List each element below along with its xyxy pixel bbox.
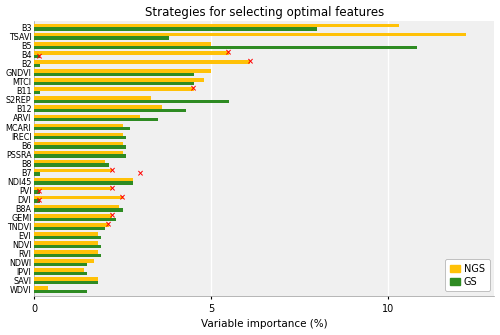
Bar bbox=[34, 190, 40, 194]
Bar bbox=[34, 214, 112, 217]
Bar bbox=[34, 145, 126, 148]
Bar bbox=[34, 106, 162, 109]
Bar bbox=[34, 223, 108, 226]
Bar bbox=[34, 118, 158, 121]
Text: ×: × bbox=[246, 57, 254, 66]
Text: ×: × bbox=[108, 211, 116, 220]
Text: ×: × bbox=[36, 52, 43, 61]
Text: ×: × bbox=[190, 84, 197, 93]
Bar bbox=[34, 46, 416, 49]
Bar bbox=[34, 136, 126, 139]
Bar bbox=[34, 69, 211, 73]
Bar bbox=[34, 277, 98, 281]
Bar bbox=[34, 205, 119, 208]
Bar bbox=[34, 286, 48, 290]
Bar bbox=[34, 60, 250, 64]
Bar bbox=[34, 37, 168, 40]
Bar bbox=[34, 163, 108, 166]
Bar bbox=[34, 196, 122, 199]
Text: ×: × bbox=[105, 220, 112, 229]
Bar bbox=[34, 24, 399, 27]
Bar bbox=[34, 142, 122, 145]
Bar bbox=[34, 78, 204, 82]
Bar bbox=[34, 245, 102, 248]
Bar bbox=[34, 51, 229, 55]
Bar bbox=[34, 172, 40, 176]
Bar bbox=[34, 27, 318, 31]
Bar bbox=[34, 160, 105, 163]
Bar bbox=[34, 115, 140, 118]
Bar bbox=[34, 181, 134, 185]
Bar bbox=[34, 259, 94, 263]
Bar bbox=[34, 127, 130, 130]
Bar bbox=[34, 42, 211, 46]
Bar bbox=[34, 263, 88, 266]
Bar bbox=[34, 55, 40, 58]
Text: ×: × bbox=[137, 170, 144, 179]
Bar bbox=[34, 96, 151, 100]
Bar bbox=[34, 268, 84, 272]
Title: Strategies for selecting optimal features: Strategies for selecting optimal feature… bbox=[144, 6, 384, 18]
Bar bbox=[34, 154, 126, 157]
Bar bbox=[34, 281, 98, 284]
Bar bbox=[34, 109, 186, 112]
Bar bbox=[34, 236, 102, 239]
Bar bbox=[34, 33, 466, 37]
X-axis label: Variable importance (%): Variable importance (%) bbox=[201, 320, 328, 329]
Bar bbox=[34, 199, 40, 203]
Bar bbox=[34, 254, 102, 257]
Bar bbox=[34, 272, 88, 275]
Text: ×: × bbox=[108, 184, 116, 193]
Text: ×: × bbox=[36, 188, 43, 197]
Bar bbox=[34, 208, 122, 212]
Text: ×: × bbox=[119, 193, 126, 202]
Bar bbox=[34, 82, 194, 85]
Bar bbox=[34, 187, 112, 190]
Bar bbox=[34, 73, 194, 76]
Bar bbox=[34, 91, 40, 94]
Legend: NGS, GS: NGS, GS bbox=[446, 259, 490, 291]
Bar bbox=[34, 217, 116, 221]
Text: ×: × bbox=[226, 48, 232, 57]
Bar bbox=[34, 133, 122, 136]
Text: ×: × bbox=[36, 197, 43, 206]
Bar bbox=[34, 290, 88, 293]
Bar bbox=[34, 100, 229, 103]
Bar bbox=[34, 178, 134, 181]
Bar bbox=[34, 124, 122, 127]
Bar bbox=[34, 87, 194, 91]
Bar bbox=[34, 241, 98, 245]
Bar bbox=[34, 151, 122, 154]
Bar bbox=[34, 232, 98, 236]
Text: ×: × bbox=[108, 166, 116, 175]
Bar bbox=[34, 250, 98, 254]
Bar bbox=[34, 64, 40, 67]
Bar bbox=[34, 169, 112, 172]
Bar bbox=[34, 226, 105, 230]
